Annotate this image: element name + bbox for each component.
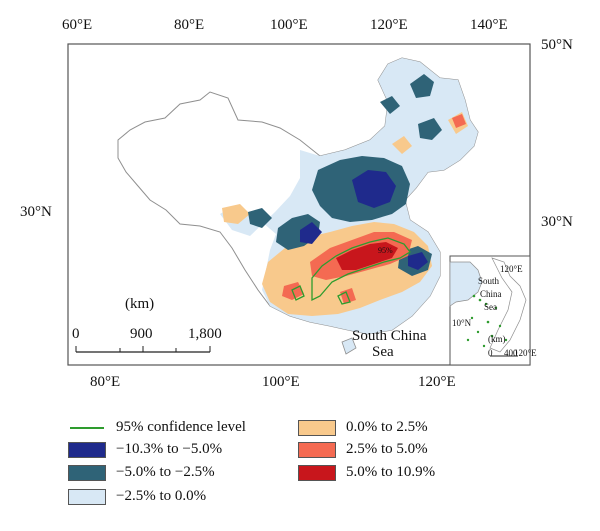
top-longitude-label: 100°E: [270, 17, 308, 33]
scale-tick-label: 0: [72, 326, 80, 342]
legend-swatch: [68, 488, 106, 505]
legend-item-confidence: 95% confidence level: [68, 419, 246, 436]
legend-label: 95% confidence level: [116, 419, 246, 435]
legend-swatch: [298, 419, 336, 436]
top-longitude-label: 60°E: [62, 17, 93, 33]
left-latitude-label: 30°N: [20, 204, 52, 220]
inset-label: 400: [504, 348, 518, 358]
legend-label: −10.3% to −5.0%: [116, 441, 223, 457]
inset-label: 10°N: [452, 318, 472, 328]
top-longitude-label: 120°E: [370, 17, 408, 33]
legend-item: 2.5% to 5.0%: [298, 441, 428, 458]
inset-label: Sea: [484, 302, 497, 312]
region-red: [282, 114, 466, 304]
sea-label: South China: [352, 328, 427, 344]
inset-label: 120°E: [500, 264, 523, 274]
top-longitude-label: 140°E: [470, 17, 508, 33]
scale-tick-label: 900: [130, 326, 153, 342]
bottom-longitude-label: 80°E: [90, 374, 121, 390]
legend-label: 2.5% to 5.0%: [346, 441, 428, 457]
confidence-contour: [311, 237, 411, 302]
inset-label: (km): [488, 334, 506, 344]
region-orange-north: [222, 112, 468, 224]
bottom-longitude-label: 120°E: [418, 374, 456, 390]
scale-bar: [75, 346, 211, 353]
map-figure: [67, 43, 531, 366]
legend-item: 0.0% to 2.5%: [298, 419, 428, 436]
legend-swatch: [298, 441, 336, 458]
legend-swatch: [298, 464, 336, 481]
inset-label: China: [480, 289, 502, 299]
inset-label: 0: [488, 348, 493, 358]
scale-unit-label: (km): [125, 296, 155, 312]
legend-swatch: [68, 464, 106, 481]
legend-label: −5.0% to −2.5%: [116, 464, 215, 480]
region-navy: [300, 170, 428, 270]
hainan-island: [341, 337, 357, 355]
contour-label: 95%: [378, 246, 393, 255]
legend-label: 0.0% to 2.5%: [346, 419, 428, 435]
legend-item: −2.5% to 0.0%: [68, 488, 206, 505]
main-map-frame: [67, 43, 531, 366]
inset-map: [449, 255, 531, 366]
legend-item: 5.0% to 10.9%: [298, 464, 435, 481]
confidence-contour-small: [291, 285, 351, 305]
top-longitude-label: 80°E: [174, 17, 205, 33]
legend-swatch: [68, 441, 106, 458]
legend-label: 5.0% to 10.9%: [346, 464, 436, 480]
region-dark-red: [336, 242, 398, 270]
region-dark-teal: [248, 74, 442, 276]
inset-label: South: [478, 276, 500, 286]
legend-item: −5.0% to −2.5%: [68, 464, 215, 481]
legend-line-swatch: [68, 420, 106, 436]
legend-label: −2.5% to 0.0%: [116, 488, 207, 504]
right-latitude-label: 50°N: [541, 37, 573, 53]
sea-label: Sea: [372, 344, 394, 360]
inset-label: 120°E: [514, 348, 537, 358]
bottom-longitude-label: 100°E: [262, 374, 300, 390]
right-latitude-label: 30°N: [541, 214, 573, 230]
scale-tick-label: 1,800: [188, 326, 222, 342]
legend-item: −10.3% to −5.0%: [68, 441, 222, 458]
